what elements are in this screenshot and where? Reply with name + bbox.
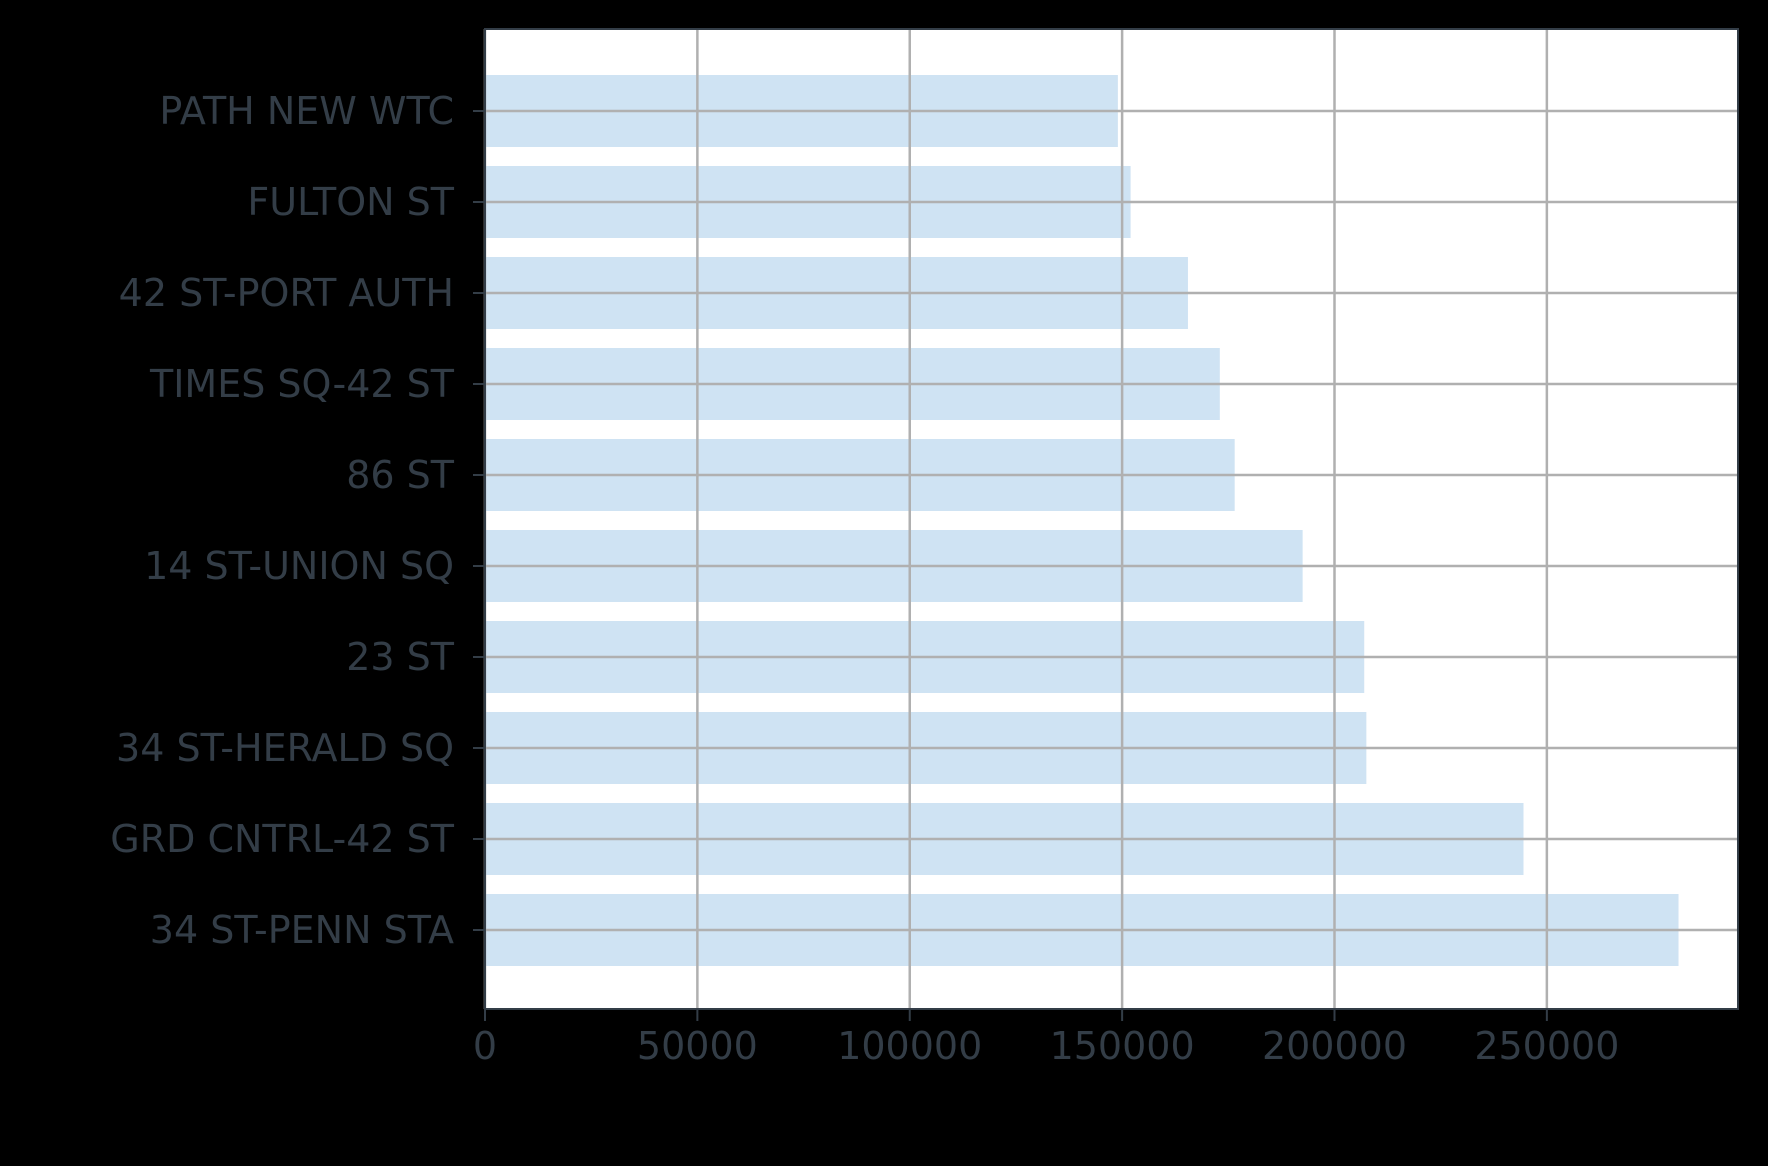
y-tick-label: PATH NEW WTC bbox=[159, 89, 454, 133]
x-tick-label: 150000 bbox=[1050, 1024, 1195, 1068]
y-tick-label: 34 ST-PENN STA bbox=[150, 908, 454, 952]
x-tick-label: 0 bbox=[473, 1024, 497, 1068]
x-tick-label: 100000 bbox=[837, 1024, 982, 1068]
gridlines bbox=[483, 29, 1738, 1009]
y-tick-label: 42 ST-PORT AUTH bbox=[119, 271, 454, 315]
x-axis: 0 50000 100000 150000 200000 250000 bbox=[473, 1009, 1619, 1068]
y-tick-label: FULTON ST bbox=[247, 180, 454, 224]
x-tick-label: 250000 bbox=[1474, 1024, 1619, 1068]
y-tick-label: 34 ST-HERALD SQ bbox=[116, 726, 454, 770]
x-tick-label: 200000 bbox=[1262, 1024, 1407, 1068]
y-tick-label: 23 ST bbox=[346, 635, 455, 679]
y-tick-label: TIMES SQ-42 ST bbox=[149, 362, 455, 406]
y-tick-label: 14 ST-UNION SQ bbox=[144, 544, 454, 588]
y-tick-label: GRD CNTRL-42 ST bbox=[110, 817, 455, 861]
y-axis: PATH NEW WTC FULTON ST 42 ST-PORT AUTH TIME… bbox=[110, 89, 485, 952]
y-tick-label: 86 ST bbox=[346, 453, 455, 497]
x-tick-label: 50000 bbox=[637, 1024, 758, 1068]
plot-frame bbox=[484, 28, 1739, 1010]
